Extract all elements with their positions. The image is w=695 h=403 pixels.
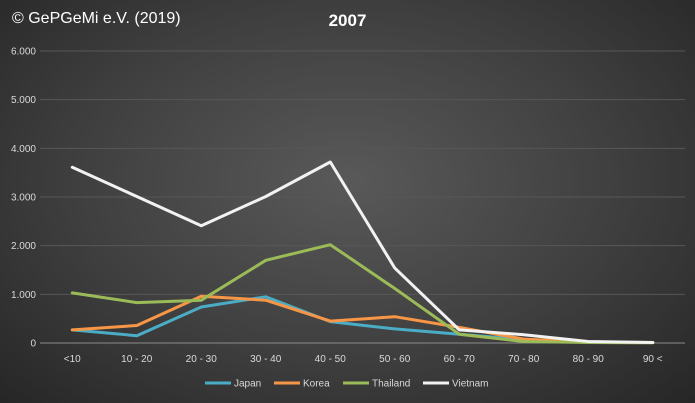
legend-label-japan: Japan [234, 379, 261, 390]
x-tick-label: 60 - 70 [444, 354, 476, 365]
legend-label-korea: Korea [303, 379, 330, 390]
y-tick-label: 6.000 [11, 47, 36, 58]
copyright-text: © GePGeMi e.V. (2019) [12, 10, 181, 27]
x-tick-label: 20 - 30 [186, 354, 218, 365]
series-line-thailand [70, 243, 655, 345]
x-tick-label: 50 - 60 [379, 354, 411, 365]
legend-label-vietnam: Vietnam [452, 379, 489, 390]
y-tick-label: 5.000 [11, 95, 36, 106]
y-tick-label: 3.000 [11, 193, 36, 204]
y-tick-label: 1.000 [11, 290, 36, 301]
y-tick-label: 2.000 [11, 241, 36, 252]
x-tick-label: 40 - 50 [315, 354, 347, 365]
y-tick-label: 0 [30, 339, 36, 350]
x-tick-label: 80 - 90 [573, 354, 605, 365]
x-tick-label: 30 - 40 [250, 354, 282, 365]
chart-title: 2007 [328, 11, 367, 30]
legend-label-thailand: Thailand [372, 379, 410, 390]
x-tick-label: <10 [64, 354, 81, 365]
x-tick-label: 10 - 20 [121, 354, 153, 365]
x-tick-label: 90 < [643, 354, 663, 365]
x-tick-label: 70 - 80 [508, 354, 540, 365]
series-line-vietnam [70, 160, 655, 344]
y-tick-label: 4.000 [11, 144, 36, 155]
